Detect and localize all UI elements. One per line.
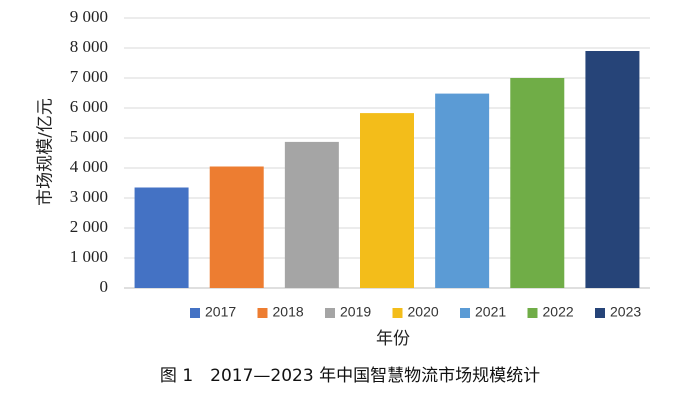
bar-2021: [435, 93, 490, 288]
bar-2017: [134, 187, 189, 288]
legend-swatch-2022: [527, 308, 538, 318]
y-tick-label: 4 000: [70, 157, 108, 176]
legend-label-2021: 2021: [475, 304, 506, 320]
y-tick-labels: 0 1 000 2 000 3 000 4 000 5 000 6 000 7 000 8 00…: [70, 7, 108, 296]
legend-label-2023: 2023: [610, 304, 641, 320]
y-tick-label: 7 000: [70, 67, 108, 86]
legend-swatch-2017: [190, 308, 200, 318]
y-tick-label: 2 000: [70, 217, 108, 236]
legend: 2017 2018 2019 2020 2021 2022 2023: [190, 304, 641, 320]
y-tick-label: 8 000: [70, 37, 108, 56]
y-tick-label: 5 000: [70, 127, 108, 146]
bar-2019: [284, 141, 339, 288]
legend-label-2020: 2020: [408, 304, 439, 320]
x-axis-label: 年份: [376, 329, 410, 349]
legend-label-2018: 2018: [273, 304, 304, 320]
legend-swatch-2019: [325, 308, 335, 318]
legend-label-2022: 2022: [543, 304, 574, 320]
legend-swatch-2018: [257, 308, 268, 318]
y-tick-label: 9 000: [70, 7, 108, 26]
y-axis-label: 市场规模/亿元: [36, 98, 56, 206]
figure-caption: 图 1 2017—2023 年中国智慧物流市场规模统计: [160, 366, 540, 386]
legend-label-2017: 2017: [205, 304, 236, 320]
legend-label-2019: 2019: [340, 304, 371, 320]
legend-swatch-2020: [392, 308, 403, 318]
legend-swatch-2023: [595, 308, 605, 318]
y-tick-label: 3 000: [70, 187, 108, 206]
bars: [134, 51, 640, 288]
bar-2018: [209, 166, 264, 288]
bar-2022: [510, 78, 565, 288]
y-tick-label: 0: [100, 277, 109, 296]
y-tick-label: 6 000: [70, 97, 108, 116]
bar-2023: [585, 51, 640, 288]
legend-swatch-2021: [460, 308, 470, 318]
bar-2020: [360, 113, 414, 288]
y-tick-label: 1 000: [70, 247, 108, 266]
